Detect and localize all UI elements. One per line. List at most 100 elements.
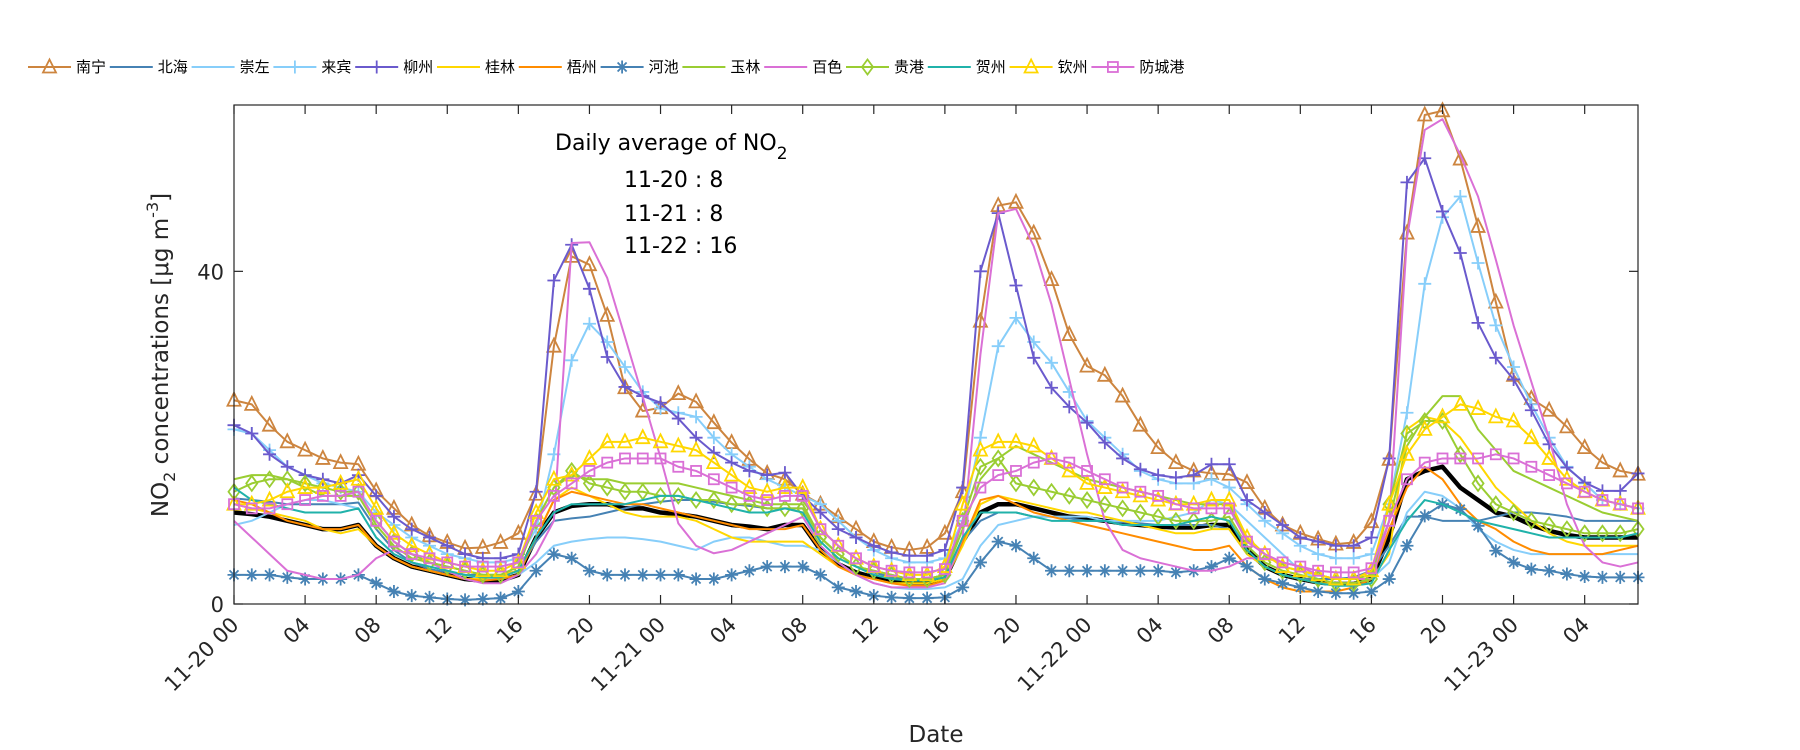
data-point-marker <box>1062 564 1076 578</box>
data-point-marker <box>1098 473 1111 486</box>
data-point-marker <box>1489 544 1503 558</box>
data-point-marker <box>1187 511 1201 530</box>
data-point-marker <box>1222 457 1236 471</box>
data-point-marker <box>1558 417 1575 434</box>
x-axis-label: Date <box>909 722 964 748</box>
data-point-marker <box>565 477 578 490</box>
data-point-marker <box>1098 436 1112 450</box>
data-point-marker <box>1062 385 1076 399</box>
data-point-marker <box>1524 562 1538 576</box>
data-point-marker <box>403 536 420 553</box>
data-point-marker <box>1382 495 1396 514</box>
data-point-marker <box>1205 502 1218 515</box>
data-point-marker <box>245 474 259 493</box>
data-point-marker <box>1524 511 1538 530</box>
data-point-marker <box>1311 535 1325 549</box>
data-point-marker <box>1470 399 1487 415</box>
data-point-marker <box>1507 372 1521 386</box>
plot-frame <box>233 104 1639 605</box>
data-point-marker <box>885 590 899 604</box>
data-point-marker <box>243 394 260 411</box>
data-point-marker <box>723 465 740 482</box>
x-tick-label: 11-21 00 <box>586 613 670 697</box>
data-point-marker <box>1311 547 1325 561</box>
data-point-marker <box>1560 567 1574 581</box>
y-label-sub: 2 <box>160 472 179 482</box>
data-point-marker <box>1365 562 1378 575</box>
data-point-marker <box>671 412 685 426</box>
data-point-marker <box>332 453 349 470</box>
data-point-marker <box>1080 491 1094 510</box>
data-point-marker <box>1133 503 1147 522</box>
data-point-marker <box>689 491 703 510</box>
data-point-marker <box>1133 564 1147 578</box>
data-point-marker <box>636 452 649 465</box>
data-point-marker <box>1312 564 1325 577</box>
data-point-marker <box>938 563 951 575</box>
data-point-marker <box>813 568 827 582</box>
data-point-marker <box>1258 506 1272 520</box>
data-point-marker <box>1400 424 1414 443</box>
annotation-line-1: 11-20 : 8 <box>624 168 723 193</box>
x-tick-label: 08 <box>1203 613 1239 649</box>
data-point-marker <box>565 353 579 367</box>
data-point-marker <box>1241 535 1253 548</box>
data-point-marker <box>654 452 667 465</box>
data-point-marker <box>299 494 311 506</box>
data-point-marker <box>1258 548 1271 560</box>
data-point-marker <box>1045 356 1059 370</box>
data-point-marker <box>741 478 758 494</box>
data-point-marker <box>600 350 614 364</box>
data-point-marker <box>423 552 436 565</box>
legend-label: 崇左 <box>240 58 270 76</box>
data-point-marker <box>245 568 259 582</box>
data-point-marker <box>760 468 774 482</box>
data-point-marker <box>1471 316 1485 330</box>
data-point-marker <box>672 460 685 473</box>
data-point-marker <box>547 489 560 502</box>
data-point-marker <box>1009 474 1023 493</box>
data-point-marker <box>1595 524 1610 543</box>
data-point-marker <box>279 432 296 449</box>
data-point-marker <box>1081 465 1093 477</box>
data-point-marker <box>707 473 720 486</box>
data-point-marker <box>688 392 705 409</box>
data-point-marker <box>1489 448 1502 461</box>
series-line-9 <box>233 118 1639 589</box>
data-point-marker <box>813 506 827 520</box>
data-point-marker <box>1151 468 1165 482</box>
legend-marker-diamond-icon <box>860 57 875 77</box>
data-point-marker <box>599 305 616 322</box>
data-point-marker <box>1008 432 1024 449</box>
x-tick-label: 11-20 00 <box>160 613 244 697</box>
data-point-marker <box>903 566 916 579</box>
data-point-marker <box>707 491 721 510</box>
data-point-marker <box>1080 564 1094 578</box>
data-point-marker <box>262 470 277 489</box>
data-point-marker <box>1613 524 1627 543</box>
x-tick-label: 11-22 00 <box>1013 613 1097 697</box>
data-point-marker <box>474 561 491 578</box>
data-point-marker <box>1329 551 1343 565</box>
data-point-marker <box>1294 560 1307 573</box>
data-point-marker <box>1204 472 1218 486</box>
data-point-marker <box>492 532 509 549</box>
data-point-marker <box>973 555 987 569</box>
data-point-marker <box>867 560 880 573</box>
annotation-title: Daily average of NO2 <box>555 131 788 164</box>
data-point-marker <box>670 384 687 400</box>
data-point-marker <box>1240 493 1254 507</box>
data-point-marker <box>600 568 614 582</box>
series-line-11 <box>233 486 1639 587</box>
data-point-marker <box>582 474 597 493</box>
data-point-marker <box>297 478 314 494</box>
data-point-marker <box>1329 586 1343 600</box>
data-point-marker <box>1025 436 1042 453</box>
data-point-marker <box>742 564 756 578</box>
data-point-marker <box>690 465 702 477</box>
data-point-marker <box>885 564 898 577</box>
data-point-marker <box>1009 278 1023 292</box>
data-point-marker <box>441 556 454 569</box>
data-point-marker <box>298 572 312 586</box>
data-point-marker <box>1151 564 1165 578</box>
